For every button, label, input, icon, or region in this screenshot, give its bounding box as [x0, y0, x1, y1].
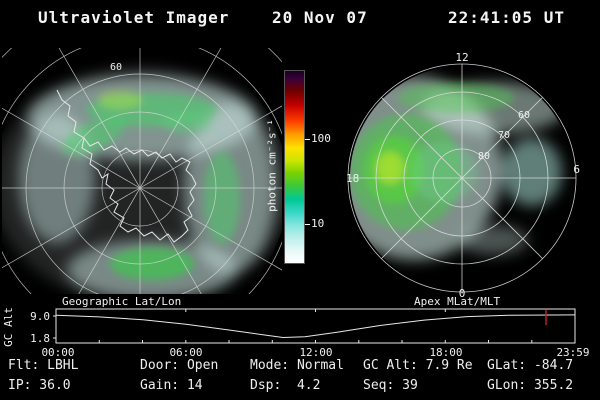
telemetry-status-panel: Flt: LBHL Door: Open Mode: Normal GC Alt…	[0, 355, 600, 400]
observation-time: 22:41:05 UT	[448, 8, 565, 27]
status-gc-alt: GC Alt: 7.9 Re	[363, 358, 473, 373]
aurora-emission-left	[2, 68, 282, 294]
antarctica-coastline	[56, 89, 197, 243]
colorbar-units-label: photon cm⁻²s⁻¹	[265, 119, 279, 212]
right-plot-caption: Apex MLat/MLT	[414, 295, 501, 308]
status-gain: Gain: 14	[140, 378, 203, 393]
mlt-label-0: 0	[459, 287, 466, 298]
colorbar-tick-label-10: 10	[311, 217, 325, 230]
observation-date: 20 Nov 07	[272, 8, 368, 27]
xtick-0000: 00:00	[41, 346, 74, 359]
status-door: Door: Open	[140, 358, 219, 373]
status-glat: GLat: -84.7	[487, 358, 574, 373]
gc-alt-curve	[55, 314, 576, 339]
ytick-1-8: 1.8	[30, 332, 50, 345]
colorbar-tick-label-100: 100	[311, 132, 331, 145]
colorbar	[284, 70, 305, 264]
ytick-9: 9.0	[30, 310, 50, 323]
latlon-grid	[2, 48, 282, 294]
gc-alt-strip-chart: GC Alt 9.0 1.8 00:00 06:00 12:00 18:00 2…	[2, 307, 590, 359]
left-plot-caption: Geographic Lat/Lon	[62, 295, 182, 308]
status-ip: IP: 36.0	[8, 378, 71, 393]
xtick-1200: 12:00	[299, 346, 332, 359]
mlt-label-6: 6	[573, 163, 580, 176]
status-glon: GLon: 355.2	[487, 378, 574, 393]
geographic-polar-plot: 60	[2, 48, 282, 294]
status-flt: Flt: LBHL	[8, 358, 79, 373]
mlat-ring-label-70: 70	[498, 130, 510, 141]
strip-chart-ylabel: GC Alt	[2, 307, 15, 347]
strip-chart-ticks	[53, 309, 533, 343]
colorbar-tick-100	[305, 139, 310, 140]
strip-chart-frame	[55, 308, 576, 344]
status-dsp: Dsp: 4.2	[250, 378, 321, 393]
xtick-2359: 23:59	[556, 346, 589, 359]
colorbar-tick-10	[305, 224, 310, 225]
apex-polar-plot: 12 18 6 0 60 70 80	[346, 51, 580, 298]
mlt-label-12: 12	[455, 51, 468, 64]
xtick-1800: 18:00	[429, 346, 462, 359]
mlat-ring-label-80: 80	[478, 151, 490, 162]
aurora-emission-right	[350, 76, 566, 260]
status-seq: Seq: 39	[363, 378, 418, 393]
left-ring-label: 60	[110, 62, 122, 73]
xtick-0600: 06:00	[169, 346, 202, 359]
mlat-ring-label-60: 60	[518, 110, 530, 121]
status-mode: Mode: Normal	[250, 358, 344, 373]
app-title: Ultraviolet Imager	[38, 8, 230, 27]
mlat-mlt-grid	[347, 63, 577, 293]
mlt-label-18: 18	[346, 172, 359, 185]
